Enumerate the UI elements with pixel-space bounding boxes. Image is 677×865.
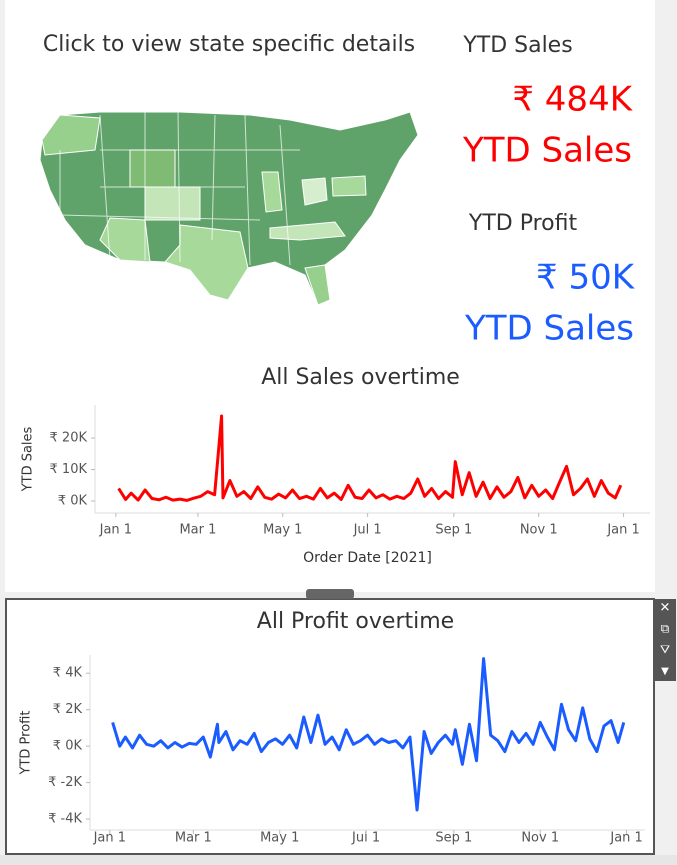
kpi-caption: YTD Sales [462, 131, 632, 171]
toolbar [655, 599, 676, 681]
y-tick-label: ₹ 10K [50, 462, 88, 477]
y-tick-label: ₹ -4K [48, 812, 82, 827]
x-tick-label: Jan 1 [609, 831, 642, 846]
y-tick-label: ₹ 20K [50, 431, 88, 446]
kpi-caption: YTD Sales [464, 309, 634, 349]
kpi-value: ₹ 484K [512, 80, 633, 120]
x-tick-label: Sep 1 [435, 523, 472, 538]
kpi-label: YTD Profit [468, 211, 578, 236]
x-tick-label: Nov 1 [520, 523, 558, 538]
menu-icon[interactable]: ▼ [661, 666, 669, 677]
y-tick-label: ₹ 2K [53, 702, 83, 717]
y-axis-label: YTD Sales [21, 426, 36, 492]
x-tick-label: Jan 1 [93, 831, 126, 846]
y-tick-label: ₹ 4K [53, 666, 83, 681]
x-tick-label: Nov 1 [521, 831, 559, 846]
x-tick-label: Jan 1 [99, 523, 132, 538]
y-tick-label: ₹ -2K [48, 775, 82, 790]
close-icon[interactable]: ✕ [660, 601, 671, 616]
kpi-value: ₹ 50K [536, 258, 636, 298]
y-tick-label: ₹ 0K [53, 739, 83, 754]
x-tick-label: Jul 1 [351, 831, 380, 846]
kpi-label: YTD Sales [462, 33, 572, 58]
y-tick-label: ₹ 0K [58, 494, 88, 509]
line [117, 414, 623, 502]
line [111, 657, 626, 812]
y-axis-label: YTD Profit [19, 711, 34, 776]
chart-title: All Profit overtime [257, 609, 454, 634]
x-tick-label: Sep 1 [435, 831, 472, 846]
x-tick-label: May 1 [260, 831, 299, 846]
status-bar [0, 855, 677, 865]
map-title: Click to view state specific details [43, 32, 415, 57]
x-tick-label: May 1 [263, 523, 302, 538]
us-map[interactable] [39, 111, 419, 306]
filter-icon[interactable]: ⛛ [660, 643, 670, 657]
x-axis-label: Order Date [2021] [303, 550, 432, 566]
x-tick-label: Mar 1 [179, 523, 216, 538]
x-tick-label: Jul 1 [353, 523, 382, 538]
x-tick-label: Jan 1 [606, 523, 639, 538]
drag-handle[interactable] [306, 589, 354, 599]
open-icon[interactable]: ⧉ [661, 622, 670, 636]
x-tick-label: Mar 1 [175, 831, 212, 846]
chart-title: All Sales overtime [261, 365, 460, 390]
